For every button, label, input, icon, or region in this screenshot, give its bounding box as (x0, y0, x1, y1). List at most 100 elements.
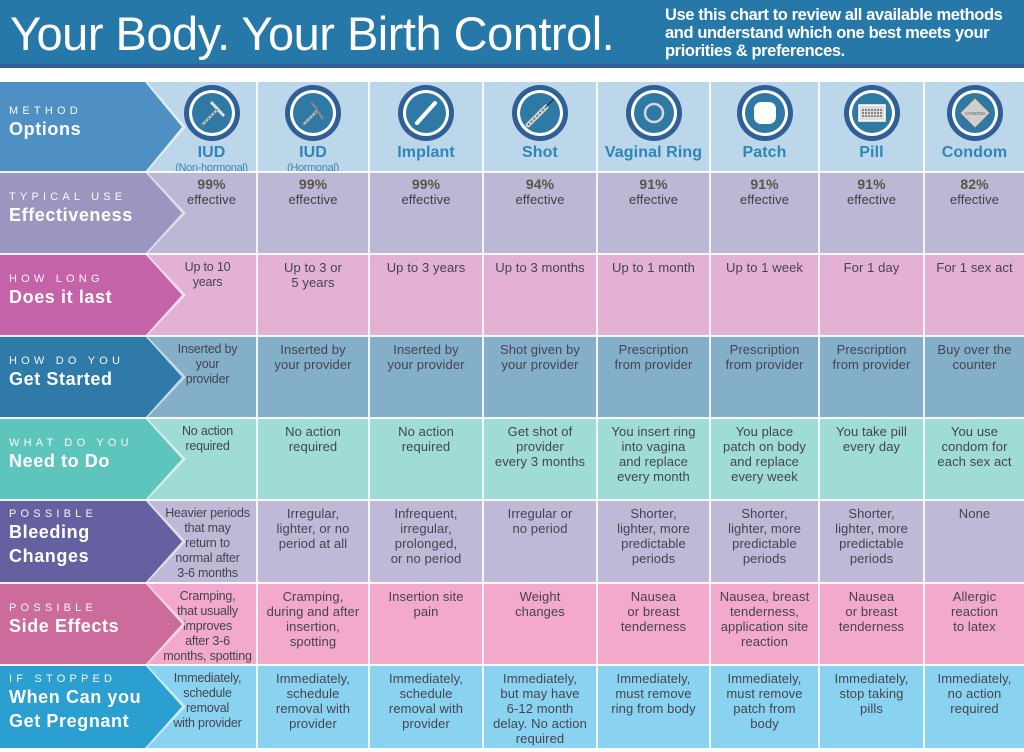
row-label-method: METHOD Options (0, 82, 182, 172)
row-label-small: TYPICAL USE (9, 191, 127, 203)
method-header-cell: Patch (709, 82, 818, 172)
pregnant-cell: Immediately, schedule removal with provi… (173, 671, 242, 730)
get_started-cell: Prescription from provider (709, 336, 818, 418)
row-label-big: Does it last (9, 287, 113, 307)
effectiveness-percent: 91% (857, 176, 886, 192)
pregnant-cell: Immediately, schedule removal with provi… (256, 665, 368, 748)
method-name: IUD (197, 144, 226, 161)
row-divider (0, 582, 1024, 584)
row-get_started: Inserted by your provider Inserted by you… (0, 336, 1024, 418)
implant-rod-icon (398, 85, 454, 141)
duration-cell: Up to 3 or 5 years (256, 254, 368, 336)
row-bleeding: Heavier periods that may return to norma… (0, 500, 1024, 583)
side_effects-cell: Weight changes (482, 583, 596, 665)
row-divider (0, 417, 1024, 419)
bleeding-cell: Shorter, lighter, more predictable perio… (818, 500, 923, 583)
effectiveness-cell: 91% effective (818, 172, 923, 254)
effectiveness-cell: 99% effective (145, 172, 256, 254)
row-label-small: HOW DO YOU (9, 355, 125, 367)
get_started-cell: Inserted by your provider (368, 336, 482, 418)
duration-cell: For 1 day (818, 254, 923, 336)
effectiveness-label: effective (401, 192, 451, 207)
effectiveness-percent: 91% (750, 176, 779, 192)
method-name: Pill (859, 144, 884, 161)
row-label-big: Get Started (9, 369, 113, 389)
row-label-big: Need to Do (9, 451, 111, 471)
method-name: Shot (522, 144, 558, 161)
row-label-duration: HOW LONG Does it last (0, 254, 182, 336)
row-divider (0, 499, 1024, 501)
effectiveness-percent: 91% (639, 176, 668, 192)
duration-cell: Up to 10 years (184, 260, 231, 289)
row-label-effectiveness: TYPICAL USE Effectiveness (0, 172, 182, 254)
side_effects-cell: Insertion site pain (368, 583, 482, 665)
effectiveness-cell: 99% effective (256, 172, 368, 254)
effectiveness-cell: 91% effective (709, 172, 818, 254)
row-label-small: POSSIBLE (9, 602, 98, 614)
row-effectiveness: 99% effective 99% effective 99% effective 94% e… (0, 172, 1024, 254)
row-label-side_effects: POSSIBLE Side Effects (0, 583, 182, 665)
get_started-cell: Prescription from provider (596, 336, 709, 418)
row-label-get_started: HOW DO YOU Get Started (0, 336, 182, 418)
duration-cell: Up to 3 months (482, 254, 596, 336)
comparison-chart: IUD (Non-hormonal) IUD (Hormonal) Implant Sho… (0, 82, 1024, 749)
page-subtitle: Use this chart to review all available m… (665, 6, 1003, 60)
page-title: Your Body. Your Birth Control. (10, 7, 615, 60)
get_started-cell: Shot given by your provider (482, 336, 596, 418)
row-label-small: IF STOPPED (9, 673, 117, 685)
ring-icon (625, 85, 682, 141)
side_effects-cell: Nausea or breast tenderness (596, 583, 709, 665)
row-divider (0, 171, 1024, 173)
effectiveness-cell: 91% effective (596, 172, 709, 254)
row-label-big: When Can you Get Pregnant (9, 687, 142, 731)
method-name: Implant (397, 144, 455, 161)
syringe-icon (512, 85, 568, 141)
pregnant-cell: Immediately, must remove patch from body (709, 665, 818, 748)
side_effects-cell: Nausea, breast tenderness, application s… (709, 583, 818, 665)
row-label-small: METHOD (9, 105, 82, 117)
need_to_do-cell: No action required (256, 418, 368, 500)
effectiveness-label: effective (515, 192, 565, 207)
effectiveness-label: effective (186, 192, 237, 207)
patch-icon (736, 85, 793, 141)
row-label-big: Effectiveness (9, 205, 133, 225)
effectiveness-cell: 82% effective (923, 172, 1024, 254)
row-need_to_do: No action required No action required No a… (0, 418, 1024, 500)
effectiveness-percent: 94% (525, 176, 555, 192)
effectiveness-label: effective (846, 192, 897, 207)
row-label-small: HOW LONG (9, 273, 104, 285)
duration-cell: Up to 1 month (596, 254, 709, 336)
method-name: IUD (299, 144, 327, 161)
row-label-pregnant: IF STOPPED When Can you Get Pregnant (0, 665, 182, 748)
need_to_do-cell: No action required (181, 424, 233, 453)
row-method: IUD (Non-hormonal) IUD (Hormonal) Implant Sho… (0, 82, 1024, 174)
bleeding-cell: Irregular, lighter, or no period at all (256, 500, 368, 583)
side_effects-cell: Allergic reaction to latex (923, 583, 1024, 665)
iud-hormonal-icon (285, 85, 341, 141)
pregnant-cell: Immediately, no action required (923, 665, 1024, 748)
method-name: Vaginal Ring (604, 144, 703, 161)
duration-cell: For 1 sex act (923, 254, 1024, 336)
effectiveness-percent: 99% (411, 176, 441, 192)
pregnant-cell: Immediately, schedule removal with provi… (368, 665, 482, 748)
need_to_do-cell: No action required (368, 418, 482, 500)
pill-pack-icon (843, 85, 900, 141)
method-header-cell: IUD (Hormonal) (256, 82, 368, 174)
side_effects-cell: Cramping, during and after insertion, sp… (256, 583, 368, 665)
effectiveness-percent: 99% (197, 176, 226, 192)
row-label-small: POSSIBLE (9, 508, 98, 520)
get_started-cell: Inserted by your provider (256, 336, 368, 418)
effectiveness-percent: 82% (960, 176, 989, 192)
row-pregnant: Immediately, schedule removal with provi… (0, 665, 1024, 748)
duration-cell: Up to 1 week (709, 254, 818, 336)
get_started-cell: Buy over the counter (923, 336, 1024, 418)
need_to_do-cell: You take pill every day (818, 418, 923, 500)
bleeding-cell: Infrequent, irregular, prolonged, or no … (368, 500, 482, 583)
row-divider (0, 253, 1024, 255)
pregnant-cell: Immediately, must remove ring from body (596, 665, 709, 748)
effectiveness-label: effective (288, 192, 338, 207)
method-header-cell: Shot (482, 82, 596, 172)
method-name: Patch (742, 144, 787, 161)
row-divider (0, 335, 1024, 337)
row-duration: Up to 10 years Up to 3 or 5 years Up to 3 … (0, 254, 1024, 336)
